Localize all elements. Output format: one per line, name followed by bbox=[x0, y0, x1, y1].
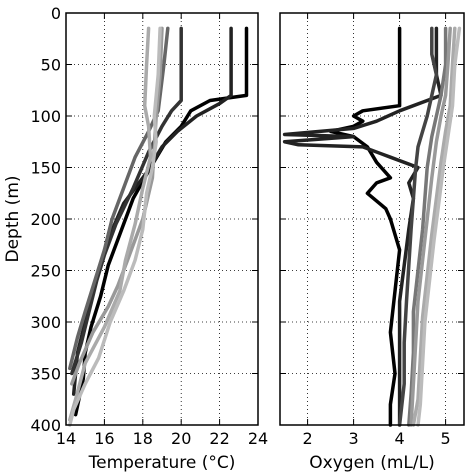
temp-xtick-label-2: 18 bbox=[133, 429, 153, 448]
temp-xtick-label-5: 24 bbox=[248, 429, 268, 448]
oxygen-series-2 bbox=[397, 26, 439, 427]
temp-series-6 bbox=[68, 26, 162, 427]
temp-ytick-label-2: 100 bbox=[30, 107, 61, 126]
temp-yaxis-label: Depth (m) bbox=[3, 175, 23, 262]
oxygen-series-4 bbox=[409, 26, 452, 427]
temp-ytick-label-0: 0 bbox=[51, 4, 61, 23]
temp-ytick-label-3: 150 bbox=[30, 159, 61, 178]
oxygen-xaxis-label: Oxygen (mL/L) bbox=[309, 453, 434, 473]
oxygen-series-6 bbox=[416, 26, 462, 427]
temp-series-2 bbox=[70, 26, 183, 376]
oxygen-series-1 bbox=[282, 26, 443, 427]
temp-ytick-label-5: 250 bbox=[30, 262, 61, 281]
temp-plot-frame bbox=[65, 12, 259, 426]
oxygen-xtick-label-1: 3 bbox=[349, 429, 359, 448]
temperature-panel: 14 16 18 20 22 24 0 50 100 150 200 250 300 350 400 Temp… bbox=[3, 4, 268, 473]
oxygen-series-0 bbox=[328, 26, 402, 427]
temp-series-3 bbox=[68, 26, 170, 371]
oxygen-panel: 2 3 4 5 Oxygen (mL/L) bbox=[279, 12, 465, 473]
temp-ytick-label-8: 400 bbox=[30, 416, 61, 435]
temp-xtick-label-3: 20 bbox=[171, 429, 191, 448]
temp-series-4 bbox=[70, 26, 164, 386]
temp-xaxis-label: Temperature (°C) bbox=[88, 453, 236, 473]
temp-ytick-label-7: 350 bbox=[30, 365, 61, 384]
temp-xtick-label-4: 22 bbox=[209, 429, 229, 448]
temp-xtick-label-0: 14 bbox=[56, 429, 76, 448]
oxygen-xtick-label-2: 4 bbox=[395, 429, 405, 448]
temp-ytick-label-1: 50 bbox=[41, 56, 61, 75]
oxygen-xtick-label-3: 5 bbox=[441, 429, 451, 448]
temp-ytick-label-6: 300 bbox=[30, 313, 61, 332]
temp-series-5 bbox=[68, 26, 153, 422]
oxygen-xtick-label-0: 2 bbox=[303, 429, 313, 448]
oxygen-plot-frame bbox=[279, 12, 465, 426]
oxygen-series-5 bbox=[411, 26, 457, 427]
temp-ytick-label-4: 200 bbox=[30, 210, 61, 229]
temp-xtick-label-1: 16 bbox=[94, 429, 114, 448]
